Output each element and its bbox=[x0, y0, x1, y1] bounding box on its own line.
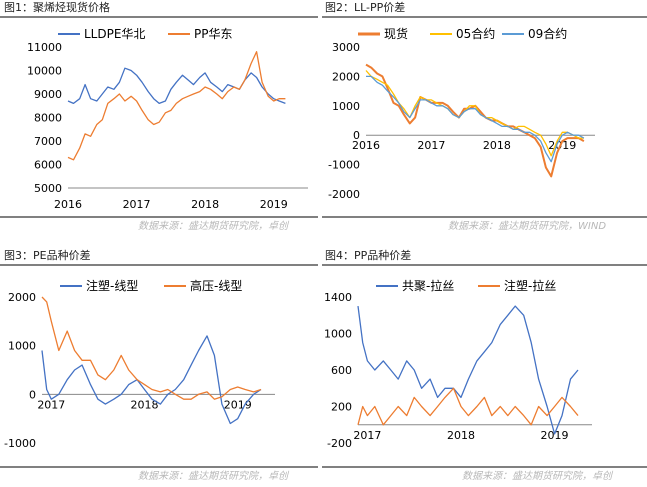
chart-4-series-line-1 bbox=[357, 305, 579, 435]
chart-3-title: 图3：PE品种价差 bbox=[4, 248, 91, 262]
chart-2-series-line-2 bbox=[365, 70, 584, 157]
chart-1-series-line-1 bbox=[67, 67, 286, 105]
chart-3-legend-label-1: 注塑-线型 bbox=[86, 278, 138, 293]
chart-1-y-tick-1: 6000 bbox=[34, 159, 62, 172]
chart-4-y-tick-1: 200 bbox=[331, 401, 352, 414]
chart-4-source: 数据来源：盛达期货研究院，卓创 bbox=[462, 470, 614, 482]
chart-1-title: 图1：聚烯烃现货价格 bbox=[4, 0, 110, 14]
chart-3-x-tick-0: 2017 bbox=[37, 398, 65, 411]
chart-3-x-tick-2: 2019 bbox=[224, 398, 252, 411]
chart-2-y-tick-5: 3000 bbox=[332, 41, 360, 54]
chart-3-y-tick-3: 2000 bbox=[8, 291, 36, 304]
chart-1-legend-label-1: LLDPE华北 bbox=[84, 27, 145, 41]
chart-2-x-tick-2: 2018 bbox=[483, 139, 511, 152]
chart-1-y-tick-4: 9000 bbox=[34, 88, 62, 101]
chart-4-series-line-2 bbox=[357, 387, 579, 426]
chart-4-legend-label-2: 注塑-拉丝 bbox=[504, 278, 556, 293]
chart-3-y-tick-1: 0 bbox=[29, 388, 36, 401]
chart-3-source: 数据来源：盛达期货研究院，卓创 bbox=[138, 470, 290, 482]
chart-1-y-tick-2: 7000 bbox=[34, 135, 62, 148]
chart-panel-2: 图2：LL-PP价差 -2000 -1000 0 1000 2000 3000 2016 20… bbox=[325, 0, 606, 232]
chart-4-x-tick-2: 2019 bbox=[541, 429, 569, 442]
chart-1-source: 数据来源：盛达期货研究院，卓创 bbox=[138, 220, 290, 232]
chart-1-y-tick-3: 8000 bbox=[34, 112, 62, 125]
chart-1-x-tick-2: 2018 bbox=[191, 198, 219, 211]
chart-4-y-tick-3: 1000 bbox=[324, 328, 352, 341]
chart-4-y-tick-0: -200 bbox=[327, 437, 352, 450]
chart-2-source: 数据来源：盛达期货研究院，WIND bbox=[448, 220, 606, 232]
chart-3-legend-label-2: 高压-线型 bbox=[190, 278, 242, 293]
chart-4-y-tick-4: 1400 bbox=[324, 291, 352, 304]
chart-4-legend-label-1: 共聚-拉丝 bbox=[402, 278, 454, 293]
chart-2-series-line-3 bbox=[366, 75, 585, 163]
chart-2-title: 图2：LL-PP价差 bbox=[325, 0, 405, 14]
chart-2-y-tick-3: 1000 bbox=[332, 100, 360, 113]
chart-2-y-tick-4: 2000 bbox=[332, 70, 360, 83]
chart-1-y-tick-5: 10000 bbox=[27, 65, 62, 78]
chart-1-y-tick-0: 5000 bbox=[34, 182, 62, 195]
chart-2-x-tick-1: 2017 bbox=[417, 139, 445, 152]
chart-3-y-tick-2: 1000 bbox=[8, 340, 36, 353]
chart-3-series-line-1 bbox=[41, 335, 262, 425]
chart-4-y-tick-2: 600 bbox=[331, 364, 352, 377]
chart-1-x-tick-3: 2019 bbox=[260, 198, 288, 211]
chart-1-x-tick-1: 2017 bbox=[123, 198, 151, 211]
chart-1-y-tick-6: 11000 bbox=[27, 41, 62, 54]
chart-1-series-line-2 bbox=[67, 51, 286, 161]
chart-3-x-tick-1: 2018 bbox=[131, 398, 159, 411]
chart-4-x-tick-1: 2018 bbox=[447, 429, 475, 442]
chart-2-legend-label-1: 现货 bbox=[384, 26, 408, 41]
chart-2-legend-label-2: 05合约 bbox=[456, 26, 495, 41]
chart-2-y-tick-2: 0 bbox=[353, 129, 360, 142]
chart-2-x-tick-0: 2016 bbox=[352, 139, 380, 152]
chart-4-x-tick-0: 2017 bbox=[353, 429, 381, 442]
chart-panel-1: 图1：聚烯烃现货价格 5000 6000 7000 8000 9000 10000 1100… bbox=[4, 0, 308, 232]
chart-4-title: 图4：PP品种价差 bbox=[325, 248, 411, 262]
chart-1-x-tick-0: 2016 bbox=[54, 198, 82, 211]
chart-3-series-line-2 bbox=[41, 296, 262, 400]
chart-2-y-tick-1: -1000 bbox=[328, 159, 360, 172]
chart-1-legend-label-2: PP华东 bbox=[194, 27, 232, 41]
chart-panel-3: 图3：PE品种价差 -1000 0 1000 2000 2017 2018 2019 注塑-线… bbox=[4, 248, 290, 482]
chart-3-y-tick-0: -1000 bbox=[4, 437, 36, 450]
chart-2-legend-label-3: 09合约 bbox=[528, 26, 567, 41]
chart-panel-4: 图4：PP品种价差 -200 200 600 1000 1400 2017 2018 2019… bbox=[324, 248, 614, 482]
chart-2-y-tick-0: -2000 bbox=[328, 188, 360, 201]
